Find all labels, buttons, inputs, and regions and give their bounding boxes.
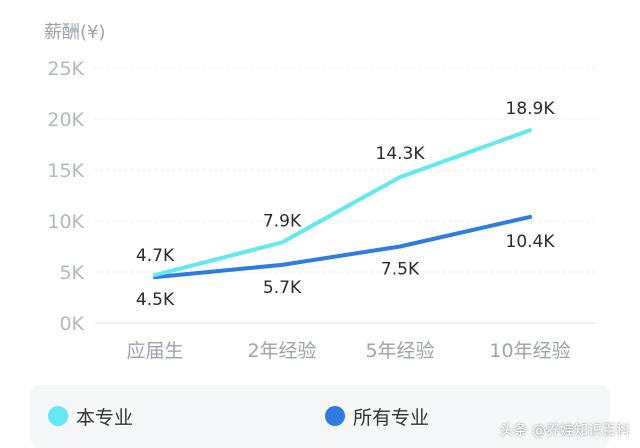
y-tick-label: 5K <box>59 262 84 284</box>
data-label: 14.3K <box>376 144 426 164</box>
x-tick-label: 应届生 <box>126 340 183 362</box>
gridlines <box>95 67 595 324</box>
watermark: 头条 @养娃知识百科 <box>499 423 630 439</box>
x-tick-label: 5年经验 <box>365 340 434 362</box>
legend-item-all[interactable]: 所有专业 <box>325 403 429 429</box>
y-tick-label: 20K <box>47 109 84 131</box>
x-tick-label: 2年经验 <box>247 340 316 362</box>
y-tick-labels: 0K 5K 10K 15K 20K 25K <box>47 58 84 335</box>
series-lines <box>153 128 532 280</box>
legend-item-major[interactable]: 本专业 <box>48 403 133 429</box>
x-tick-labels: 应届生 2年经验 5年经验 10年经验 <box>126 340 570 362</box>
data-label: 7.5K <box>381 260 420 280</box>
y-tick-label: 15K <box>47 160 84 182</box>
data-label: 10.4K <box>506 232 556 252</box>
x-tick-label: 10年经验 <box>489 340 570 362</box>
data-label: 4.7K <box>136 246 175 266</box>
data-label: 4.5K <box>136 290 175 310</box>
y-tick-label: 25K <box>47 58 84 80</box>
legend <box>30 385 610 448</box>
legend-dot-all <box>325 406 345 426</box>
data-label: 5.7K <box>263 278 302 298</box>
y-tick-label: 0K <box>59 313 84 335</box>
data-labels: 4.7K 7.9K 14.3K 18.9K 4.5K 5.7K 7.5K 10.4K <box>136 99 555 310</box>
y-axis-label: 薪酬(¥) <box>44 22 106 43</box>
data-label: 18.9K <box>506 99 556 119</box>
legend-dot-major <box>48 406 68 426</box>
series-line-all <box>153 214 532 280</box>
y-tick-label: 10K <box>47 211 84 233</box>
legend-label-major: 本专业 <box>76 406 134 429</box>
series-line-major <box>153 128 532 278</box>
legend-label-all: 所有专业 <box>353 406 430 429</box>
data-label: 7.9K <box>263 211 302 231</box>
